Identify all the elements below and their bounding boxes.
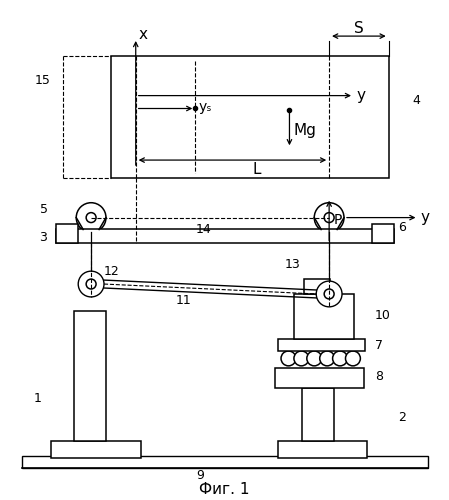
Circle shape — [320, 351, 335, 366]
Circle shape — [314, 202, 344, 232]
Circle shape — [78, 271, 104, 297]
Text: x: x — [139, 26, 148, 42]
Circle shape — [316, 281, 342, 307]
Text: 9: 9 — [196, 469, 204, 482]
Circle shape — [294, 351, 309, 366]
FancyBboxPatch shape — [277, 338, 365, 351]
Circle shape — [345, 351, 361, 366]
Circle shape — [76, 202, 106, 232]
Text: L: L — [252, 162, 261, 178]
Text: 14: 14 — [195, 223, 211, 236]
Text: 11: 11 — [176, 294, 191, 308]
Text: 2: 2 — [399, 412, 406, 424]
FancyBboxPatch shape — [372, 224, 394, 244]
Circle shape — [324, 212, 334, 222]
Text: 8: 8 — [375, 370, 383, 383]
Text: y: y — [357, 88, 366, 103]
Text: 4: 4 — [413, 94, 420, 107]
Text: yₛ: yₛ — [198, 100, 212, 114]
Circle shape — [324, 289, 334, 299]
Text: 13: 13 — [285, 258, 300, 270]
Text: 12: 12 — [104, 264, 120, 278]
FancyBboxPatch shape — [295, 294, 354, 339]
Text: 10: 10 — [375, 310, 391, 322]
Text: Mg: Mg — [294, 123, 316, 138]
FancyBboxPatch shape — [22, 456, 428, 468]
Circle shape — [333, 351, 348, 366]
Text: 15: 15 — [35, 74, 50, 87]
FancyBboxPatch shape — [111, 56, 389, 178]
Text: S: S — [354, 20, 364, 36]
Circle shape — [86, 279, 96, 289]
Text: 6: 6 — [399, 221, 406, 234]
FancyBboxPatch shape — [302, 388, 334, 440]
FancyBboxPatch shape — [277, 440, 367, 458]
Text: y: y — [420, 210, 429, 225]
FancyBboxPatch shape — [57, 224, 78, 244]
Circle shape — [307, 351, 321, 366]
Circle shape — [86, 212, 96, 222]
Text: 1: 1 — [34, 392, 41, 404]
FancyBboxPatch shape — [74, 311, 106, 440]
Text: 7: 7 — [375, 339, 383, 352]
Text: 5: 5 — [40, 203, 48, 216]
FancyBboxPatch shape — [52, 440, 141, 458]
Text: Фиг. 1: Фиг. 1 — [199, 482, 249, 497]
Text: P: P — [334, 212, 343, 226]
FancyBboxPatch shape — [304, 279, 330, 294]
FancyBboxPatch shape — [57, 230, 394, 243]
Circle shape — [281, 351, 296, 366]
Text: 3: 3 — [40, 231, 48, 244]
FancyBboxPatch shape — [275, 368, 364, 388]
